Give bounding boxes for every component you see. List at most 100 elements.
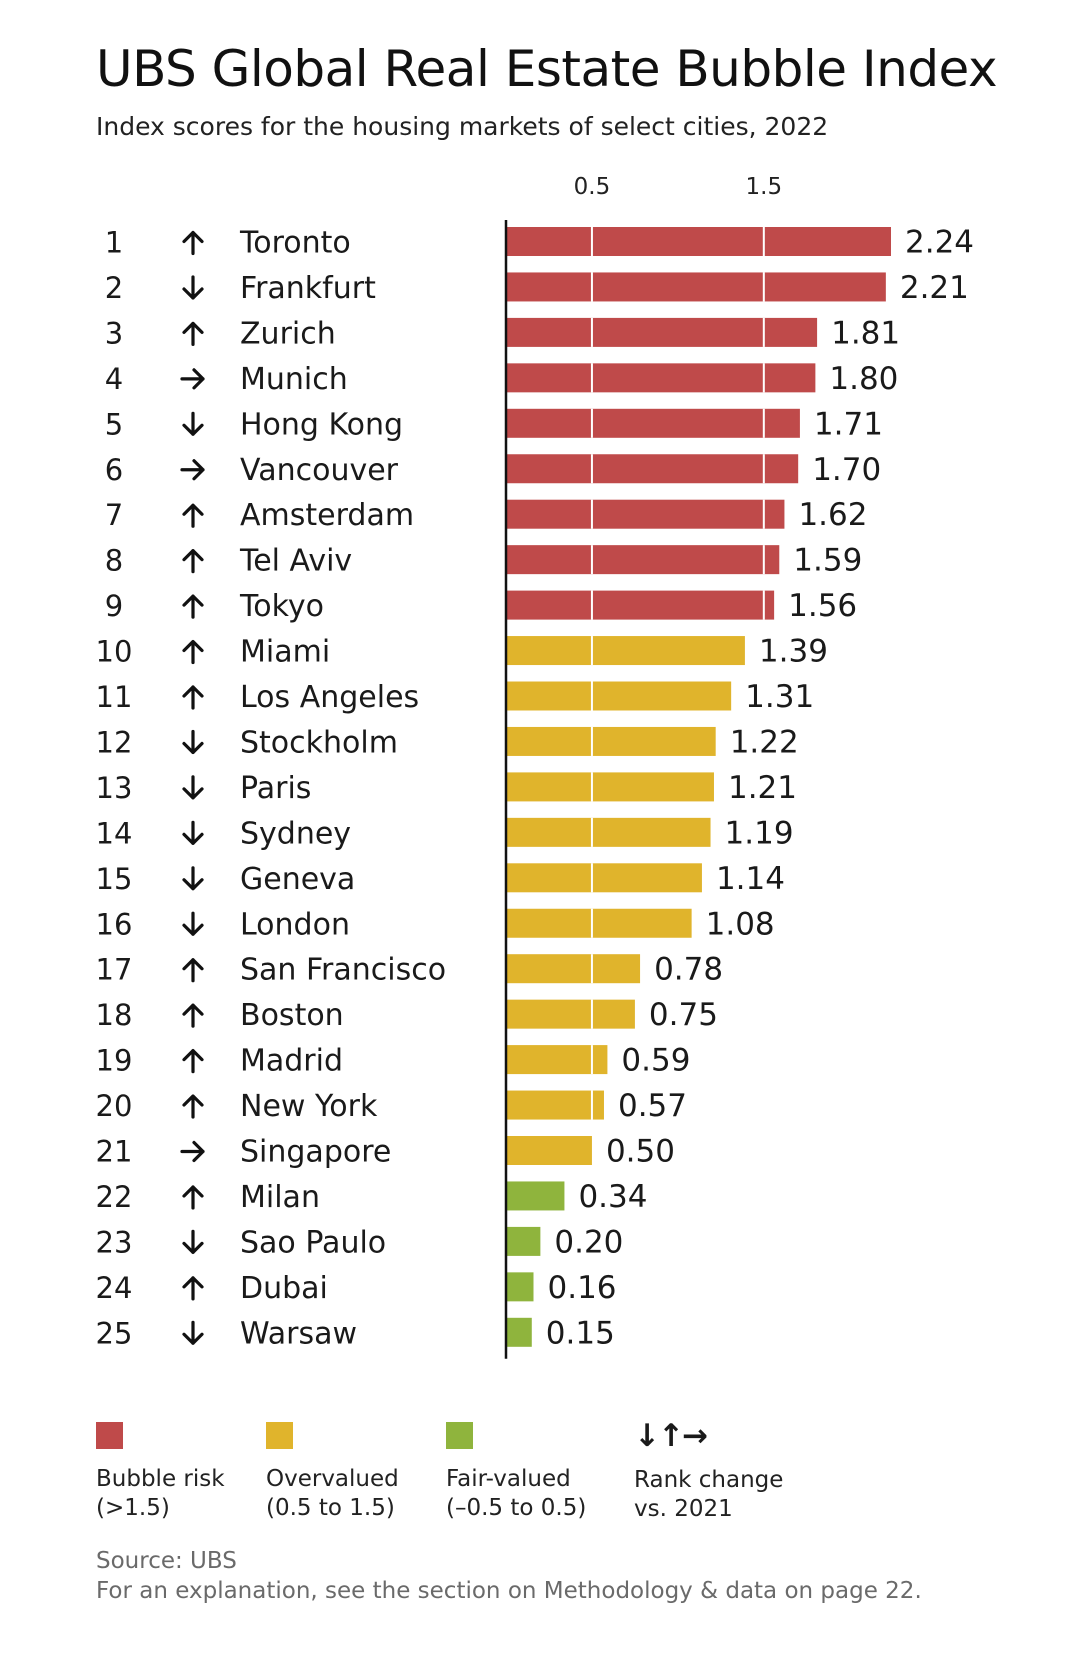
value-label: 1.39 xyxy=(759,634,828,670)
city-label: Zurich xyxy=(240,316,336,351)
bar xyxy=(506,772,714,802)
city-label: New York xyxy=(240,1089,378,1124)
value-label: 2.21 xyxy=(900,270,969,306)
bar xyxy=(506,272,886,302)
bar xyxy=(506,1181,565,1211)
bar xyxy=(506,363,816,393)
rank-label: 9 xyxy=(105,589,123,623)
value-label: 0.50 xyxy=(606,1134,675,1170)
bar xyxy=(506,1045,608,1075)
rank-up-arrow-icon xyxy=(182,1185,204,1210)
city-label: Dubai xyxy=(240,1271,328,1306)
rank-label: 20 xyxy=(96,1089,133,1123)
rank-label: 14 xyxy=(96,816,133,850)
methodology-note: For an explanation, see the section on M… xyxy=(96,1578,922,1604)
rank-up-arrow-icon xyxy=(182,321,204,346)
value-label: 1.22 xyxy=(730,724,799,760)
x-tick-label: 0.5 xyxy=(574,174,611,200)
legend-overvalued: Overvalued (0.5 to 1.5) xyxy=(266,1422,399,1523)
bar xyxy=(506,863,702,893)
rank-down-arrow-icon xyxy=(182,775,204,800)
city-label: Paris xyxy=(240,771,311,806)
x-tick-label: 1.5 xyxy=(746,174,783,200)
rank-label: 17 xyxy=(96,953,133,987)
rank-label: 19 xyxy=(96,1044,133,1078)
value-label: 0.16 xyxy=(548,1270,617,1306)
bar-chart: 0.5 1.5 2.24 1 Toronto 2.21 2 Frankfurt 1.81 3 Zur… xyxy=(96,174,974,1359)
rank-label: 15 xyxy=(96,862,133,896)
value-label: 1.70 xyxy=(812,452,881,488)
bar xyxy=(506,681,732,711)
rank-up-arrow-icon xyxy=(182,958,204,983)
value-label: 1.56 xyxy=(788,588,857,624)
bar xyxy=(506,499,785,529)
rank-down-arrow-icon xyxy=(182,911,204,936)
chart-subtitle: Index scores for the housing markets of … xyxy=(96,112,829,141)
bar xyxy=(506,227,891,256)
bar xyxy=(506,545,780,575)
city-label: Sao Paulo xyxy=(240,1225,386,1260)
legend-swatch-bubble xyxy=(96,1422,123,1449)
rank-up-arrow-icon xyxy=(182,1276,204,1301)
value-label: 0.59 xyxy=(621,1043,690,1079)
value-label: 1.62 xyxy=(798,497,867,533)
value-label: 0.78 xyxy=(654,952,723,988)
value-label: 1.21 xyxy=(728,770,797,806)
city-label: Vancouver xyxy=(240,453,399,488)
rank-up-arrow-icon xyxy=(182,549,204,574)
bar xyxy=(506,908,692,938)
rank-right-arrow-icon xyxy=(180,1140,205,1163)
rank-label: 13 xyxy=(96,771,133,805)
rank-label: 25 xyxy=(96,1316,133,1350)
bar xyxy=(506,999,635,1029)
rank-down-arrow-icon xyxy=(182,729,204,755)
bar xyxy=(506,636,745,666)
legend-bubble-range: (>1.5) xyxy=(96,1495,170,1521)
legend-rank-sublabel: vs. 2021 xyxy=(634,1496,733,1522)
city-label: Los Angeles xyxy=(240,680,419,715)
value-label: 0.75 xyxy=(649,997,718,1033)
rank-up-arrow-icon xyxy=(182,1003,204,1028)
city-label: London xyxy=(240,907,350,942)
rank-down-arrow-icon xyxy=(182,820,204,845)
legend-swatch-fair xyxy=(446,1422,473,1449)
rank-right-arrow-icon xyxy=(180,459,205,481)
bar xyxy=(506,726,716,756)
city-label: Madrid xyxy=(240,1044,343,1079)
value-label: 0.15 xyxy=(546,1315,615,1351)
city-label: Munich xyxy=(240,362,348,397)
rank-label: 7 xyxy=(105,498,123,532)
legend-overvalued-range: (0.5 to 1.5) xyxy=(266,1495,395,1521)
rank-up-arrow-icon xyxy=(182,1094,204,1119)
rank-up-arrow-icon xyxy=(182,685,204,710)
city-label: Warsaw xyxy=(240,1316,357,1351)
bar xyxy=(506,1226,541,1256)
value-label: 1.08 xyxy=(706,906,775,942)
rank-label: 5 xyxy=(105,407,123,441)
source-text: Source: UBS xyxy=(96,1548,237,1574)
rank-down-arrow-icon xyxy=(182,1320,204,1345)
city-label: Amsterdam xyxy=(240,498,414,533)
value-label: 1.71 xyxy=(814,406,883,442)
rank-label: 18 xyxy=(96,998,133,1032)
rank-up-arrow-icon xyxy=(182,503,204,528)
value-label: 0.34 xyxy=(578,1179,647,1215)
rank-label: 2 xyxy=(105,271,123,305)
value-label: 1.14 xyxy=(716,861,785,897)
value-label: 1.19 xyxy=(725,815,794,851)
bar xyxy=(506,1090,604,1120)
city-label: Tokyo xyxy=(239,589,324,624)
bar xyxy=(506,454,799,484)
rank-down-arrow-icon xyxy=(182,411,204,436)
rank-right-arrow-icon xyxy=(180,368,205,390)
city-label: Sydney xyxy=(240,816,351,851)
value-label: 0.20 xyxy=(554,1224,623,1260)
rank-label: 11 xyxy=(96,680,133,714)
rank-change-arrows-icon: ↓↑→ xyxy=(634,1418,708,1454)
rank-down-arrow-icon xyxy=(182,866,204,891)
rank-down-arrow-icon xyxy=(182,275,204,300)
value-label: 1.80 xyxy=(829,361,898,397)
city-label: Boston xyxy=(240,998,344,1033)
legend-rank-change: ↓↑→ Rank change vs. 2021 xyxy=(634,1418,783,1524)
rank-label: 10 xyxy=(96,635,133,669)
